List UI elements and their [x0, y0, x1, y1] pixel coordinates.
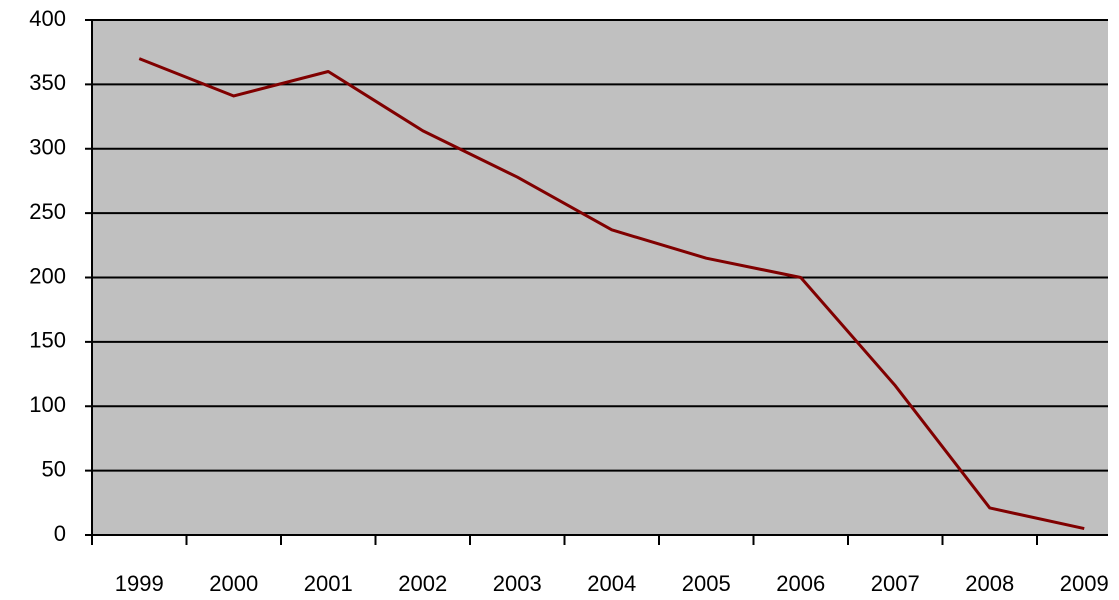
y-tick-label: 150: [29, 328, 66, 353]
y-tick-label: 200: [29, 263, 66, 288]
y-tick-label: 100: [29, 392, 66, 417]
x-tick-label: 2008: [965, 571, 1014, 596]
x-tick-label: 2006: [776, 571, 825, 596]
x-tick-label: 2009: [1060, 571, 1109, 596]
y-tick-label: 400: [29, 6, 66, 31]
y-tick-label: 300: [29, 135, 66, 160]
x-tick-label: 2002: [398, 571, 447, 596]
x-tick-label: 2003: [493, 571, 542, 596]
y-tick-label: 350: [29, 70, 66, 95]
x-tick-label: 2007: [871, 571, 920, 596]
x-tick-label: 2004: [587, 571, 636, 596]
line: [138, 57, 1085, 531]
y-tick-label: 0: [54, 521, 66, 546]
y-tick-label: 250: [29, 199, 66, 224]
x-tick-label: 1999: [115, 571, 164, 596]
y-tick-label: 50: [42, 456, 66, 481]
x-tick-label: 2000: [209, 571, 258, 596]
x-tick-label: 2001: [304, 571, 353, 596]
x-tick-label: 2005: [682, 571, 731, 596]
